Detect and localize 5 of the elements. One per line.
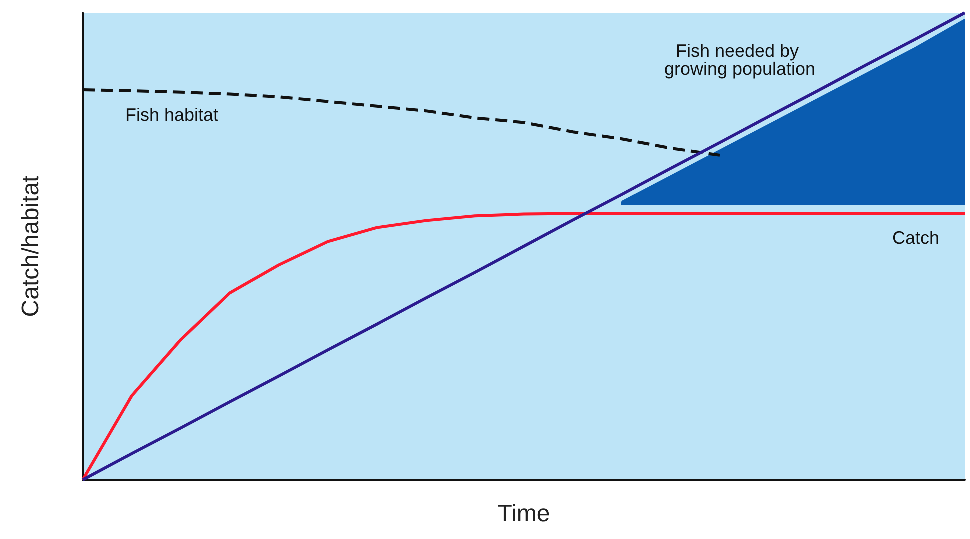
series-label: Fish habitat	[125, 104, 219, 125]
series-label: Catch	[892, 228, 940, 248]
y-axis-title: Catch/habitat	[18, 175, 44, 318]
x-axis-title: Time	[498, 500, 550, 528]
series-label: Fish needed by growing population	[664, 40, 816, 79]
